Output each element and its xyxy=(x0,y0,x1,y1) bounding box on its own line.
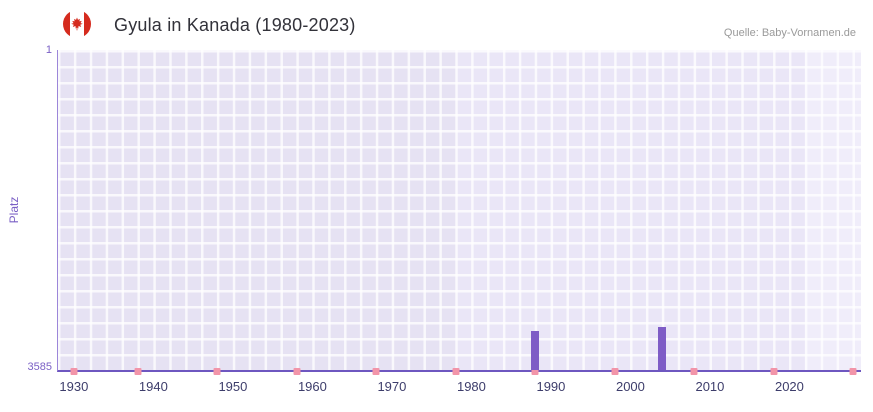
y-tick-label-top: 1 xyxy=(45,44,52,56)
axis-year-marker xyxy=(849,367,857,375)
canada-flag-icon xyxy=(63,10,91,38)
rank-bar[interactable] xyxy=(531,331,540,370)
x-tick-label: 1930 xyxy=(59,379,89,394)
axis-year-marker xyxy=(213,367,221,375)
axis-year-marker xyxy=(531,367,539,375)
x-tick-label: 2010 xyxy=(695,379,725,394)
maple-leaf-icon xyxy=(71,17,83,31)
plot-area[interactable]: 1930 1940 1950 1960 1970 1980 1990 2000 2010 2020 xyxy=(57,50,861,394)
axis-year-marker xyxy=(611,367,619,375)
axis-year-marker xyxy=(293,367,300,375)
axis-year-marker xyxy=(452,367,460,375)
x-tick-label: 1950 xyxy=(218,379,248,394)
flag-red-bar-right xyxy=(84,10,91,38)
x-tick-label: 1940 xyxy=(138,379,168,394)
axis-year-marker xyxy=(770,367,778,375)
y-tick-label-bottom: 3585 xyxy=(27,361,52,373)
source-credit: Quelle: Baby-Vornamen.de xyxy=(723,27,856,39)
x-tick-label: 2000 xyxy=(615,379,645,394)
axis-year-marker xyxy=(690,367,698,375)
rank-bar[interactable] xyxy=(658,327,667,370)
chart-title: Gyula in Kanada (1980-2023) xyxy=(114,15,356,35)
y-axis-title: Platz xyxy=(7,196,21,224)
x-tick-label: 2020 xyxy=(774,379,804,394)
x-tick-label: 1980 xyxy=(456,379,486,394)
x-tick-label: 1960 xyxy=(297,379,327,394)
x-tick-label: 1990 xyxy=(536,379,566,394)
axis-year-marker xyxy=(372,367,380,375)
flag-red-bar-left xyxy=(63,10,70,38)
flag-white-center xyxy=(70,10,84,38)
grid-lines xyxy=(58,50,861,370)
x-tick-label: 1970 xyxy=(377,379,407,394)
axis-year-marker xyxy=(70,367,78,375)
axis-year-marker xyxy=(134,367,141,375)
